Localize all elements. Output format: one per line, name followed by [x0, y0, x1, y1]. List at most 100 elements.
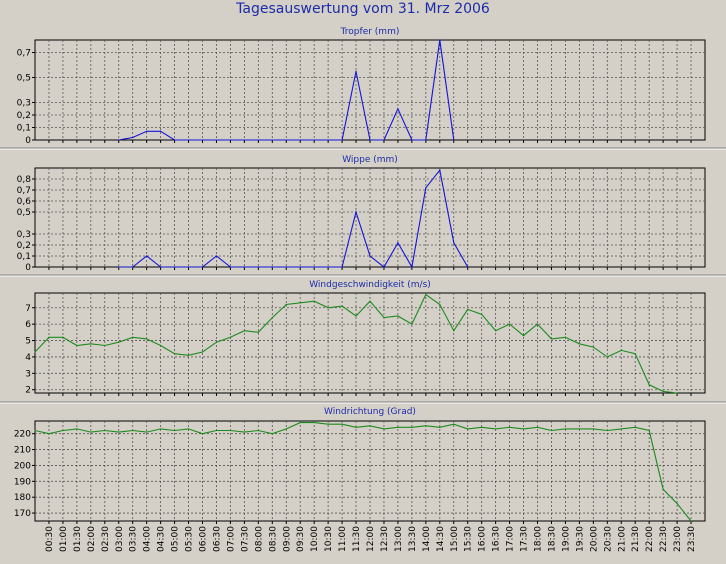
data-point [341, 266, 343, 268]
x-tick-label: 20:00 [589, 526, 599, 552]
y-tick-label: 0 [25, 263, 31, 273]
panel-title: Tropfer (mm) [340, 27, 400, 37]
x-tick-label: 17:30 [520, 526, 530, 552]
data-point [341, 139, 343, 141]
data-point [495, 330, 497, 332]
data-point [439, 39, 441, 41]
data-point [62, 336, 64, 338]
data-point [76, 428, 78, 430]
data-point [383, 139, 385, 141]
x-axis-labels: 00:30 01:00 01:30 02:00 02:30 03:00 03:30 04:00… [45, 526, 697, 552]
data-point [467, 428, 469, 430]
data-point [173, 139, 176, 141]
x-tick-label: 23:30 [687, 526, 697, 552]
data-point [411, 426, 413, 428]
data-point [592, 346, 594, 348]
data-point [173, 429, 176, 432]
y-tick-label: 0,5 [17, 74, 31, 84]
data-point [34, 429, 36, 432]
data-point [215, 341, 218, 343]
x-tick-label: 15:30 [464, 526, 474, 552]
data-point [383, 428, 385, 430]
data-point [90, 343, 92, 345]
data-point [48, 433, 50, 435]
data-point [508, 323, 511, 325]
data-point [104, 429, 106, 432]
data-point [132, 336, 134, 338]
data-point [355, 211, 357, 213]
data-point [592, 428, 594, 430]
x-tick-label: 17:00 [506, 526, 516, 552]
data-point [160, 344, 162, 347]
data-point [132, 429, 134, 432]
data-point [118, 431, 120, 433]
data-point [229, 429, 232, 432]
data-point [522, 335, 525, 337]
data-point [160, 130, 162, 132]
data-point [439, 303, 441, 306]
data-point [313, 300, 315, 302]
x-tick-label: 22:30 [659, 526, 669, 552]
x-tick-label: 12:30 [380, 526, 390, 552]
data-point [397, 108, 399, 110]
data-point [118, 139, 120, 141]
x-tick-label: 05:00 [171, 526, 181, 552]
y-tick-label: 0,8 [17, 175, 32, 185]
series-line [34, 422, 692, 522]
x-tick-label: 08:30 [268, 526, 278, 552]
x-tick-label: 03:30 [129, 526, 139, 552]
data-point [606, 356, 608, 358]
data-point [118, 341, 120, 343]
data-point [160, 266, 162, 268]
data-point [146, 255, 148, 257]
chart-panel-2: Wippe (mm) 00,10,20,3 0,50,60,70,8 [17, 155, 706, 273]
data-point [132, 136, 134, 139]
x-tick-label: 18:00 [534, 526, 544, 552]
data-point [453, 330, 455, 332]
x-tick-label: 05:30 [185, 526, 195, 552]
data-point [564, 336, 567, 338]
data-point [397, 242, 399, 244]
x-tick-label: 07:30 [240, 526, 250, 552]
data-point [285, 303, 287, 306]
y-tick-label: 0,7 [17, 49, 31, 59]
data-point [201, 433, 204, 435]
data-point [146, 431, 148, 433]
data-point [662, 488, 664, 490]
panel-title: Wippe (mm) [342, 155, 398, 165]
x-tick-label: 03:00 [115, 526, 125, 552]
data-point [634, 426, 636, 428]
x-tick-label: 13:30 [408, 526, 418, 552]
data-point [606, 429, 608, 432]
data-point [355, 315, 357, 317]
y-tick-label: 0,3 [17, 99, 31, 109]
data-point [327, 423, 329, 425]
data-point [271, 433, 273, 435]
data-point [397, 426, 399, 428]
data-point [229, 266, 232, 268]
x-tick-label: 22:00 [645, 526, 655, 552]
x-tick-label: 10:00 [310, 526, 320, 552]
x-tick-label: 01:00 [59, 526, 69, 552]
data-point [257, 429, 259, 432]
y-tick-label: 6 [25, 320, 31, 330]
data-point [453, 423, 455, 425]
y-tick-label: 0,1 [17, 124, 31, 134]
data-point [439, 426, 441, 428]
data-point [467, 308, 469, 310]
data-point [425, 139, 427, 141]
data-point [201, 266, 204, 268]
data-point [173, 353, 176, 355]
x-tick-label: 08:00 [254, 526, 264, 552]
data-point [243, 330, 245, 332]
x-tick-label: 11:00 [338, 526, 348, 552]
data-point [341, 423, 343, 425]
x-tick-label: 21:30 [631, 526, 641, 552]
data-point [146, 130, 148, 132]
data-point [369, 300, 371, 302]
data-point [578, 428, 580, 430]
y-tick-label: 0,2 [17, 241, 31, 251]
panel-title: Windrichtung (Grad) [324, 407, 416, 417]
data-point [48, 336, 50, 338]
